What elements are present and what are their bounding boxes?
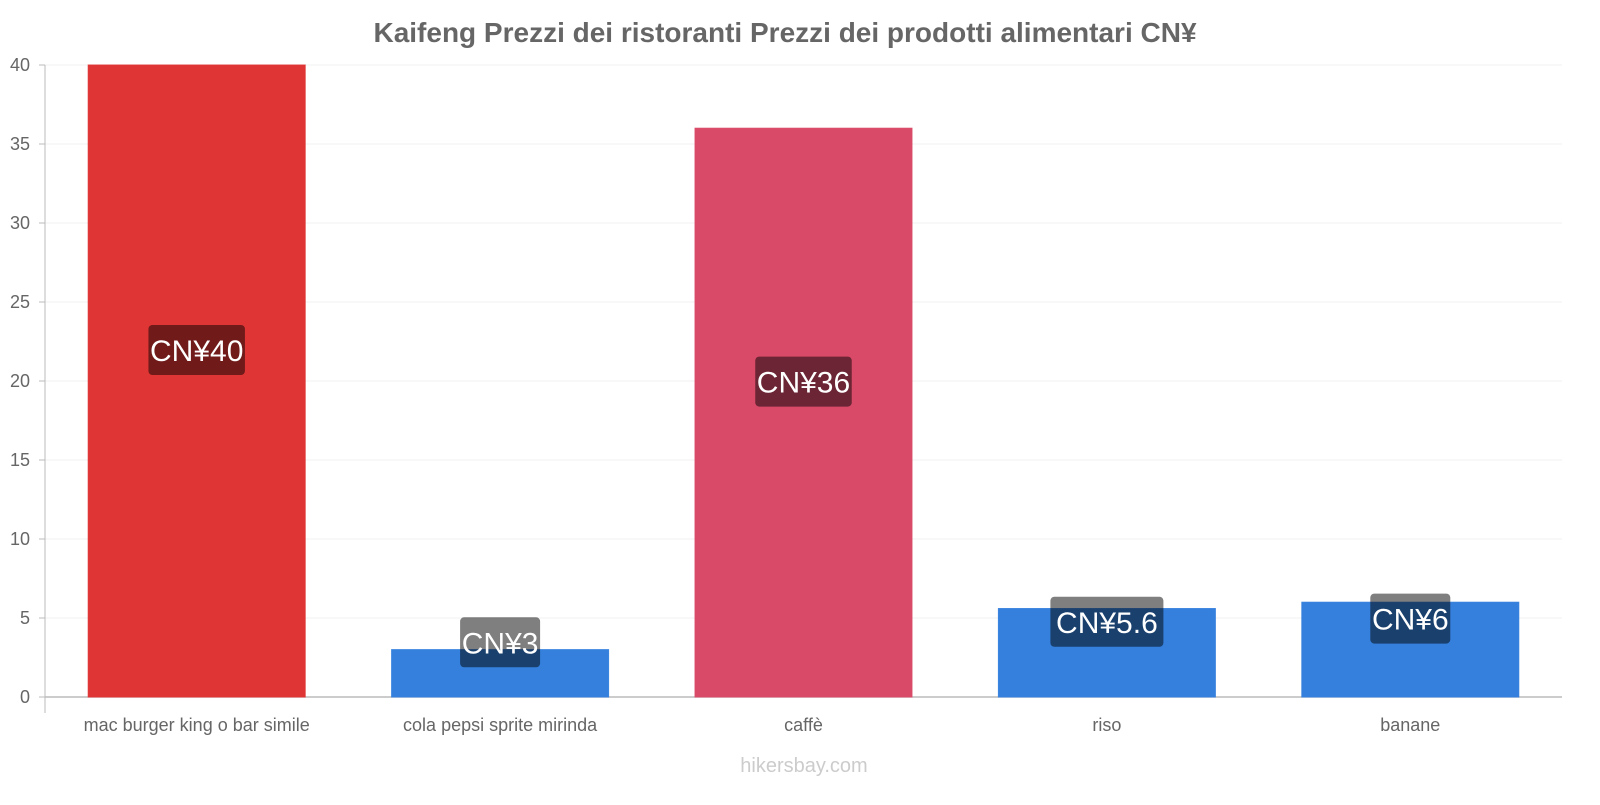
value-label-box bbox=[1050, 596, 1164, 647]
x-tick-label: riso bbox=[1092, 715, 1121, 735]
y-tick-label: 10 bbox=[10, 529, 30, 549]
x-tick-label: cola pepsi sprite mirinda bbox=[403, 715, 598, 735]
bar bbox=[694, 127, 913, 698]
x-tick-label: mac burger king o bar simile bbox=[84, 715, 310, 735]
y-tick-label: 0 bbox=[20, 687, 30, 707]
value-label-box bbox=[1370, 593, 1451, 644]
x-tick-label: banane bbox=[1380, 715, 1440, 735]
bar bbox=[87, 64, 306, 698]
watermark: hikersbay.com bbox=[740, 755, 867, 777]
value-label-box bbox=[148, 325, 245, 375]
value-label: CN¥6 bbox=[1372, 604, 1449, 637]
value-label-box bbox=[460, 617, 541, 668]
value-label: CN¥3 bbox=[462, 627, 539, 660]
y-tick-label: 30 bbox=[10, 213, 30, 233]
value-label: CN¥36 bbox=[757, 367, 850, 400]
y-tick-label: 40 bbox=[10, 55, 30, 75]
y-tick-label: 35 bbox=[10, 134, 30, 154]
y-tick-label: 25 bbox=[10, 292, 30, 312]
value-label: CN¥5.6 bbox=[1056, 607, 1158, 640]
value-label-box bbox=[755, 356, 852, 407]
value-label: CN¥40 bbox=[150, 335, 243, 368]
y-tick-label: 5 bbox=[20, 608, 30, 628]
y-tick-label: 15 bbox=[10, 450, 30, 470]
x-tick-label: caffè bbox=[784, 715, 823, 735]
chart-title: Kaifeng Prezzi dei ristoranti Prezzi dei… bbox=[373, 17, 1196, 48]
y-tick-label: 20 bbox=[10, 371, 30, 391]
